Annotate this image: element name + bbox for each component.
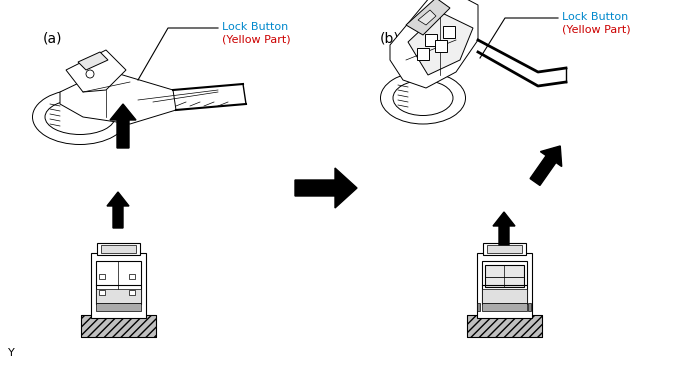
Bar	[91, 253, 146, 318]
Bar	[482, 289, 527, 303]
Bar	[129, 290, 135, 295]
Bar	[467, 315, 542, 337]
Polygon shape	[390, 0, 478, 88]
Ellipse shape	[380, 72, 466, 124]
Bar	[99, 290, 105, 295]
Polygon shape	[60, 70, 176, 124]
Bar	[467, 315, 542, 337]
Text: (Yellow Part): (Yellow Part)	[562, 25, 631, 35]
Bar	[477, 253, 532, 318]
Bar	[96, 289, 141, 303]
Polygon shape	[530, 146, 561, 186]
Bar	[99, 274, 105, 279]
Polygon shape	[107, 192, 129, 228]
Text: Lock Button: Lock Button	[222, 22, 288, 32]
Text: (Yellow Part): (Yellow Part)	[222, 35, 290, 45]
Bar	[129, 274, 135, 279]
Bar	[97, 243, 140, 255]
Polygon shape	[425, 34, 437, 46]
Bar	[482, 261, 527, 304]
Text: Lock Button: Lock Button	[562, 12, 628, 22]
Bar	[96, 261, 141, 304]
Polygon shape	[78, 52, 108, 70]
Circle shape	[86, 70, 94, 78]
Bar	[483, 243, 526, 255]
Polygon shape	[66, 50, 126, 92]
Text: (b): (b)	[380, 32, 400, 46]
Polygon shape	[443, 26, 455, 38]
Polygon shape	[295, 168, 357, 208]
Polygon shape	[493, 212, 515, 248]
Bar	[101, 245, 136, 253]
Ellipse shape	[45, 100, 115, 134]
Bar	[81, 315, 156, 337]
Text: (a): (a)	[42, 32, 62, 46]
Bar	[482, 303, 527, 311]
Polygon shape	[406, 0, 450, 35]
Ellipse shape	[32, 90, 127, 145]
Polygon shape	[417, 48, 429, 60]
Bar	[485, 265, 524, 287]
Bar	[81, 315, 156, 337]
Polygon shape	[418, 10, 436, 25]
Text: Y: Y	[8, 348, 14, 358]
Polygon shape	[435, 40, 447, 52]
Polygon shape	[110, 104, 136, 148]
Bar	[96, 303, 141, 311]
Bar	[528, 303, 531, 311]
Bar	[487, 245, 522, 253]
Polygon shape	[408, 12, 473, 75]
Bar	[477, 303, 480, 311]
Ellipse shape	[393, 81, 453, 116]
